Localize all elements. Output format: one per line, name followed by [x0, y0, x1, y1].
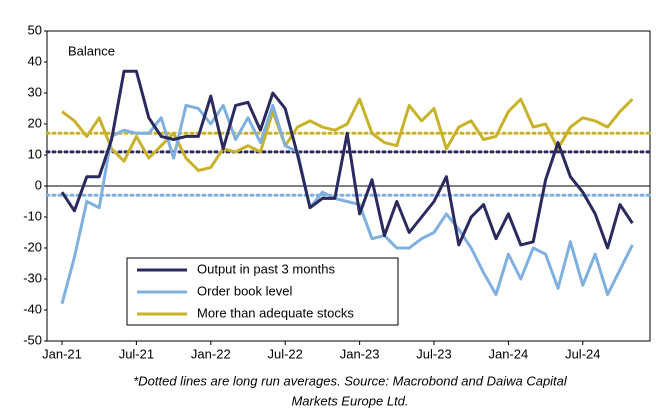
y-tick-label: -20: [23, 239, 42, 254]
x-tick-label: Jan-23: [340, 346, 380, 361]
footnote: Markets Europe Ltd.: [291, 393, 408, 408]
x-tick-label: Jan-22: [191, 346, 231, 361]
legend-label: Output in past 3 months: [197, 261, 336, 276]
legend-label: Order book level: [197, 283, 292, 298]
legend-label: More than adequate stocks: [197, 305, 354, 320]
y-tick-label: 10: [28, 146, 42, 161]
series-line: [60, 69, 634, 250]
y-tick-label: 50: [28, 22, 42, 37]
y-axis-label: Balance: [68, 43, 115, 58]
y-tick-label: 20: [28, 115, 42, 130]
x-tick-label: Jul-22: [267, 346, 302, 361]
y-tick-label: 40: [28, 53, 42, 68]
x-tick-label: Jul-21: [119, 346, 154, 361]
x-tick-label: Jan-21: [42, 346, 82, 361]
x-tick-label: Jan-24: [489, 346, 529, 361]
x-tick-label: Jul-23: [416, 346, 451, 361]
y-tick-label: 30: [28, 84, 42, 99]
y-tick-label: 0: [35, 177, 42, 192]
series-line: [61, 97, 634, 172]
x-tick-label: Jul-24: [565, 346, 600, 361]
y-tick-label: -50: [23, 332, 42, 347]
series-line: [60, 103, 634, 305]
y-tick-label: -10: [23, 208, 42, 223]
y-tick-label: -40: [23, 301, 42, 316]
y-tick-label: -30: [23, 270, 42, 285]
footnote: *Dotted lines are long run averages. Sou…: [133, 373, 568, 388]
